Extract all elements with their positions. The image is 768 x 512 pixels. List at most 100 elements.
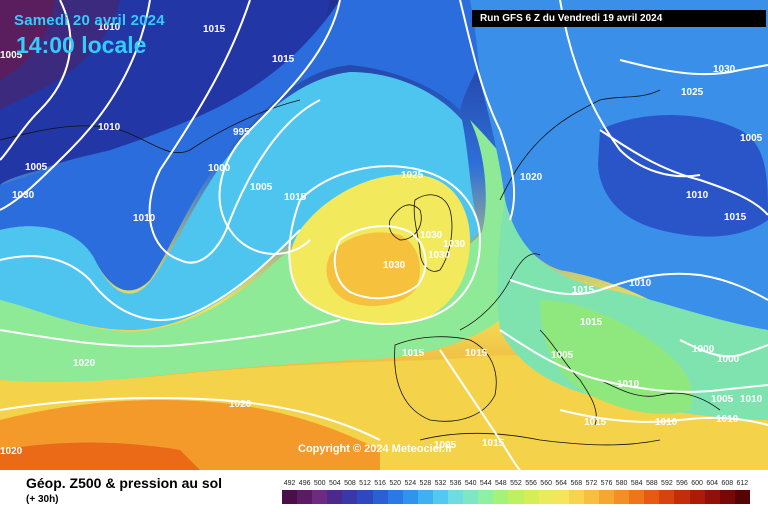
isobar-line — [218, 0, 341, 255]
isobar-label: 1005 — [0, 50, 23, 61]
isobar-line — [559, 0, 701, 178]
scale-value-label: 524 — [404, 480, 417, 487]
model-run-banner: Run GFS 6 Z du Vendredi 19 avril 2024 — [472, 10, 766, 27]
scale-swatch — [448, 490, 464, 504]
isobar-label: 1010 — [133, 213, 156, 224]
scale-value-label: 500 — [313, 480, 326, 487]
legend-title: Géop. Z500 & pression au sol — [26, 475, 223, 491]
scale-swatch — [659, 490, 675, 504]
scale-swatch — [417, 490, 433, 504]
scale-swatch — [402, 490, 418, 504]
scale-value-label: 556 — [525, 480, 537, 487]
isobar-line — [0, 0, 72, 161]
isobar-label: 1020 — [73, 358, 96, 369]
isobar-label: 1020 — [520, 172, 543, 183]
isobar-line — [0, 0, 151, 211]
scale-value-label: 576 — [600, 480, 613, 487]
isobar-label: 1030 — [428, 250, 451, 261]
ireland-coast — [388, 204, 422, 241]
isobar-label: 1010 — [655, 417, 678, 428]
isobars — [0, 0, 768, 470]
scale-value-label: 504 — [328, 480, 341, 487]
scale-value-label: 560 — [540, 480, 552, 487]
scale-swatch — [719, 490, 735, 504]
isobar-line — [0, 319, 341, 348]
scale-value-label: 544 — [479, 480, 492, 487]
scale-swatch — [312, 490, 328, 504]
scale-swatch — [387, 490, 403, 504]
isobar-label: 1015 — [402, 348, 425, 359]
scale-value-label: 612 — [736, 480, 749, 487]
forecast-time: 14:00 locale — [16, 32, 147, 58]
scale-swatch — [493, 490, 509, 504]
greece-turkey-coast — [599, 379, 721, 411]
greenland-coast — [0, 99, 301, 154]
isobar-label: 1005 — [434, 440, 457, 451]
isobar-label: 1015 — [284, 192, 307, 203]
color-scale-swatches — [282, 490, 750, 504]
isobar-line — [499, 329, 768, 393]
map-canvas: 1015 1015 1005 1010 1005 995 1000 1005 1… — [0, 0, 768, 470]
geopotential-zone-blue — [0, 0, 520, 291]
scale-swatch — [357, 490, 373, 504]
isobar-line — [288, 165, 482, 325]
scale-value-label: 580 — [615, 480, 628, 487]
scale-value-label: 492 — [283, 480, 296, 487]
scale-value-label: 528 — [419, 480, 432, 487]
isobar-label: 1005 — [711, 394, 734, 405]
scale-value-label: 536 — [449, 480, 462, 487]
isobar-label: 1020 — [0, 446, 23, 457]
weather-map: 1015 1015 1005 1010 1005 995 1000 1005 1… — [0, 0, 768, 470]
scandinavia-coast — [499, 89, 661, 201]
isobar-label: 1010 — [740, 394, 763, 405]
isobar-label: 995 — [233, 127, 250, 138]
isobar-line — [599, 129, 768, 216]
scale-swatch — [523, 490, 539, 504]
legend-bar: Géop. Z500 & pression au sol (+ 30h) 492… — [0, 470, 768, 512]
isobar-label: 1025 — [401, 170, 424, 181]
italy-coast — [539, 329, 597, 426]
scale-swatch — [629, 490, 645, 504]
legend-forecast-hour: (+ 30h) — [26, 494, 59, 505]
scale-value-label: 588 — [645, 480, 658, 487]
scale-swatch — [508, 490, 524, 504]
isobar-line — [333, 225, 427, 300]
scale-value-label: 600 — [691, 480, 703, 487]
isobar-line — [679, 339, 768, 358]
scale-swatch — [372, 490, 388, 504]
isobar-label: 1010 — [629, 278, 652, 289]
isobar-label: 1010 — [716, 414, 739, 425]
scale-swatch — [478, 490, 494, 504]
isobar-label: 1015 — [724, 212, 747, 223]
scale-swatch — [614, 490, 630, 504]
scale-value-label: 604 — [706, 480, 719, 487]
scale-value-label: 512 — [359, 480, 371, 487]
isobar-line — [0, 397, 381, 441]
scale-value-label: 596 — [676, 480, 688, 487]
isobar-label: 1000 — [208, 163, 231, 174]
scale-swatch — [463, 490, 479, 504]
geopotential-zone-balkan-green — [540, 300, 693, 415]
isobar-line — [509, 272, 768, 301]
scale-swatch — [644, 490, 660, 504]
isobar-line — [0, 229, 301, 321]
copyright-notice: Copyright © 2024 Meteociel.fr — [298, 443, 453, 455]
isobar-label: 1000 — [717, 354, 740, 365]
scale-value-label: 520 — [389, 480, 402, 487]
scale-swatch — [553, 490, 569, 504]
isobar-label: 1020 — [229, 399, 252, 410]
scale-swatch — [282, 490, 298, 504]
isobar-label: 1030 — [713, 64, 736, 75]
geopotential-zone-cyan — [0, 72, 480, 330]
isobar-label: 1015 — [465, 348, 488, 359]
isobar-line — [459, 0, 516, 221]
isobar-label: 1005 — [250, 182, 273, 193]
isobar-label: 1010 — [98, 122, 121, 133]
scale-swatch — [432, 490, 449, 504]
isobar-label: 1030 — [420, 230, 443, 241]
scale-swatch — [568, 490, 584, 504]
isobar-line — [148, 0, 321, 264]
scale-value-label: 592 — [661, 480, 673, 487]
scale-swatch — [297, 490, 313, 504]
scale-value-label: 572 — [585, 480, 598, 487]
